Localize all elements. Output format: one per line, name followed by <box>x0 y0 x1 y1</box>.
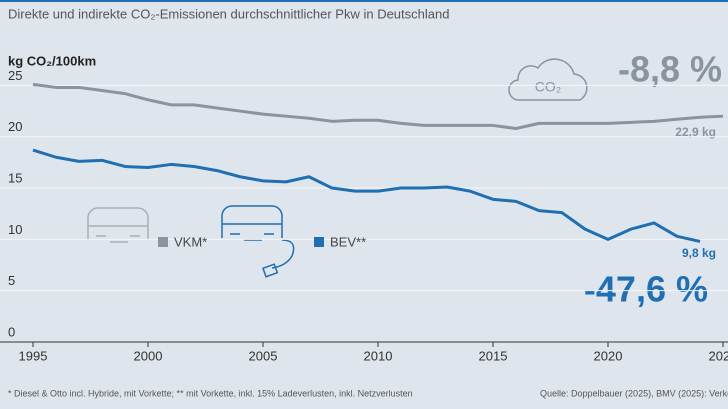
legend-label: VKM* <box>174 234 207 249</box>
car-icons <box>87 205 295 278</box>
y-tick-label: 15 <box>8 170 22 185</box>
vkm-change: -8,8 % <box>618 49 722 90</box>
y-tick-label: 0 <box>8 324 15 339</box>
x-tick-label: 2015 <box>479 348 508 363</box>
bev-end-label: 9,8 kg <box>682 246 716 260</box>
cloud-label: CO₂ <box>535 79 561 95</box>
y-tick-label: 5 <box>8 273 15 288</box>
x-tick-label: 2005 <box>249 348 278 363</box>
x-tick-label: 1995 <box>19 348 48 363</box>
chart-title: Direkte und indirekte CO₂-Emissionen dur… <box>8 6 449 21</box>
x-tick-label: 2025 <box>709 348 728 363</box>
y-axis-label: kg CO₂/100km <box>8 53 96 68</box>
series-line <box>32 148 701 243</box>
series-line <box>32 82 724 131</box>
x-tick-label: 2010 <box>364 348 393 363</box>
x-tick-label: 2020 <box>594 348 623 363</box>
footnote: * Diesel & Otto incl. Hybride, mit Vorke… <box>8 388 413 398</box>
bev-change: -47,6 % <box>584 269 708 310</box>
vkm-end-label: 22,9 kg <box>675 125 716 139</box>
y-tick-label: 25 <box>8 68 22 83</box>
legend-swatch <box>158 237 168 247</box>
x-tick-label: 2000 <box>134 348 163 363</box>
legend-swatch <box>314 237 324 247</box>
y-tick-label: 20 <box>8 119 22 134</box>
y-tick-label: 10 <box>8 222 22 237</box>
source: Quelle: Doppelbauer (2025), BMV (2025): … <box>540 388 728 398</box>
legend-label: BEV** <box>330 234 366 249</box>
